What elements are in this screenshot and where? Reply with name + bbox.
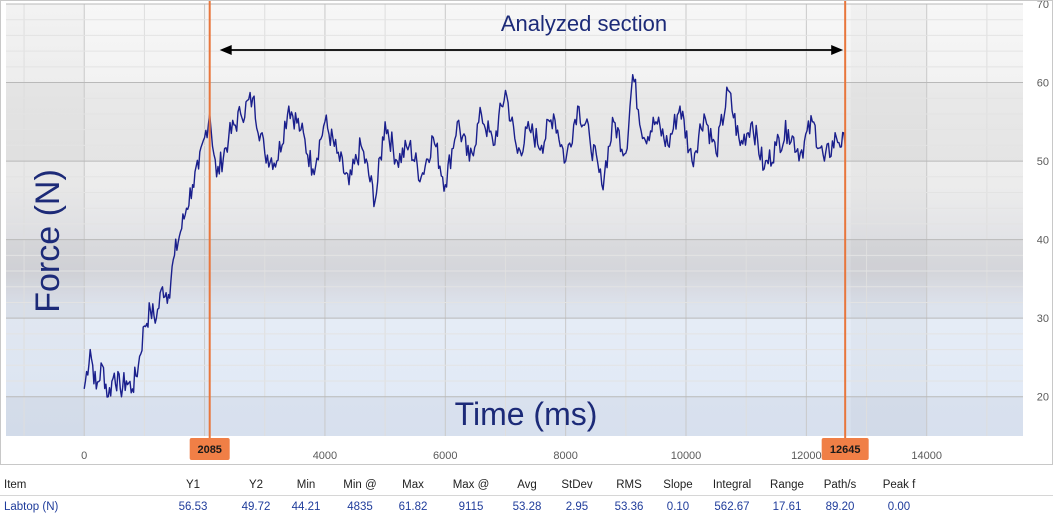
stats-header-cell: StDev [550, 474, 604, 496]
x-tick-label: 8000 [553, 450, 577, 462]
stats-header-cell: Y1 [154, 474, 232, 496]
y-tick-label: 70 [1037, 1, 1049, 11]
x-tick-label: 14000 [911, 450, 942, 462]
cursor-marker[interactable]: 2085 [190, 438, 230, 460]
x-tick-label: 0 [81, 450, 87, 462]
stats-header-cell: Max @ [438, 474, 504, 496]
stats-header-cell: Max [388, 474, 438, 496]
x-tick-label: 10000 [671, 450, 702, 462]
x-tick-label: 4000 [313, 450, 337, 462]
stats-header-cell: Path/s [812, 474, 868, 496]
cursor-marker[interactable]: 12645 [822, 438, 869, 460]
stats-header-cell: Avg [504, 474, 550, 496]
stats-header-cell: Min @ [332, 474, 388, 496]
stats-header-cell: Item [0, 474, 154, 496]
cursor-marker-label: 12645 [830, 444, 861, 456]
cursor-marker-label: 2085 [197, 444, 221, 456]
y-tick-label: 20 [1037, 392, 1049, 404]
stats-header-filler [930, 474, 1053, 496]
y-tick-label: 40 [1037, 235, 1049, 247]
x-axis-title: Time (ms) [455, 396, 598, 432]
stats-header-cell: RMS [604, 474, 654, 496]
stats-header-cell: Integral [702, 474, 762, 496]
x-tick-label: 12000 [791, 450, 822, 462]
stats-header-cell: Min [280, 474, 332, 496]
chart-frame: 0 4000 6000 8000 10000 12000 14000 20 30 40 50 60 70… [0, 0, 1053, 465]
grid-band [851, 4, 927, 436]
stats-header-cell: Peak f [868, 474, 930, 496]
y-tick-label: 50 [1037, 156, 1049, 168]
stats-header-cell: Y2 [232, 474, 280, 496]
stats-header-cell: Range [762, 474, 812, 496]
x-tick-label: 6000 [433, 450, 457, 462]
chart-plot: 0 4000 6000 8000 10000 12000 14000 20 30 40 50 60 70… [1, 1, 1053, 466]
y-axis-title: Force (N) [29, 169, 67, 313]
y-tick-label: 60 [1037, 78, 1049, 90]
stats-header-cell: Slope [654, 474, 702, 496]
y-tick-label: 30 [1037, 313, 1049, 325]
annotation-label: Analyzed section [501, 11, 667, 36]
